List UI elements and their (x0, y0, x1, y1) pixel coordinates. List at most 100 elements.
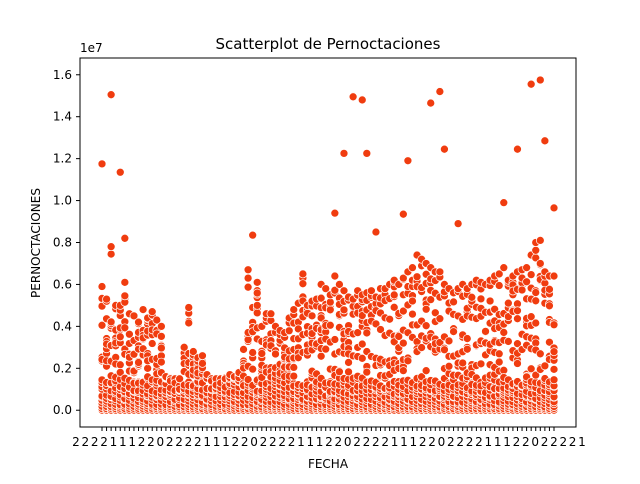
x-tick-label: 2 (82, 435, 90, 449)
data-point (284, 326, 294, 336)
data-point (357, 95, 367, 105)
y-tick-label: 1.4 (53, 110, 72, 124)
data-point (421, 304, 431, 314)
data-point (444, 336, 454, 346)
data-point (120, 233, 130, 243)
data-point (353, 328, 363, 337)
y-tick-label: 0.2 (53, 361, 72, 375)
x-tick-label: 0 (250, 435, 258, 449)
data-point (494, 357, 504, 367)
x-tick-label: 2 (335, 435, 343, 449)
data-point (549, 203, 559, 213)
data-point (531, 245, 541, 255)
data-point (157, 322, 166, 331)
data-point (398, 306, 408, 316)
x-tick-label: 1 (391, 435, 399, 449)
x-tick-label: 2 (166, 435, 174, 449)
data-point (513, 339, 522, 348)
data-point (367, 286, 376, 296)
data-point (403, 156, 413, 166)
data-point (298, 279, 308, 289)
data-point (248, 364, 258, 374)
data-point (252, 308, 262, 318)
data-point (476, 359, 486, 369)
data-point (106, 249, 116, 259)
data-point (549, 375, 559, 385)
x-tick-label: 2 (381, 435, 389, 449)
x-tick-label: 1 (110, 435, 118, 449)
data-point (435, 314, 445, 324)
x-tick-label: 2 (325, 435, 333, 449)
data-point (325, 297, 335, 307)
x-tick-label: 2 (72, 435, 80, 449)
data-point (357, 311, 367, 320)
data-point (143, 364, 153, 373)
data-point (522, 277, 531, 287)
data-point (252, 288, 262, 298)
x-tick-label: 2 (194, 435, 202, 449)
data-point (239, 345, 248, 354)
data-point (266, 309, 276, 319)
data-point (330, 335, 340, 344)
x-tick-label: 2 (447, 435, 455, 449)
data-point (157, 332, 166, 341)
data-point (152, 315, 162, 325)
y-offset-label: 1e7 (80, 41, 103, 55)
data-point (106, 317, 116, 327)
data-point (485, 296, 495, 306)
data-point (385, 314, 394, 324)
y-tick-label: 0.8 (53, 236, 72, 250)
data-point (389, 290, 399, 300)
data-point (526, 270, 536, 279)
data-point (526, 79, 536, 89)
data-point (408, 309, 417, 319)
data-point (120, 277, 130, 287)
data-point (513, 306, 522, 316)
data-point (435, 338, 445, 347)
x-tick-label: 2 (559, 435, 567, 449)
data-point (494, 281, 504, 290)
x-tick-label: 2 (550, 435, 558, 449)
x-tick-label: 2 (541, 435, 549, 449)
data-point (408, 263, 417, 273)
data-point (526, 364, 536, 374)
data-point (503, 337, 513, 346)
data-point (426, 295, 436, 304)
data-point (147, 339, 157, 348)
data-point (325, 305, 335, 315)
data-point (362, 367, 372, 377)
data-point (426, 98, 436, 108)
x-tick-label: 2 (100, 435, 108, 449)
x-tick-label: 0 (344, 435, 352, 449)
data-point (335, 280, 344, 289)
y-axis-label: PERNOCTACIONES (29, 188, 43, 298)
data-point (513, 314, 522, 324)
data-point (115, 368, 125, 377)
x-tick-label: 2 (260, 435, 268, 449)
data-point (440, 144, 449, 154)
data-point (252, 301, 262, 310)
data-point (120, 291, 130, 301)
data-point (398, 338, 408, 348)
data-point (321, 284, 331, 293)
x-tick-label: 1 (503, 435, 511, 449)
x-tick-label: 2 (513, 435, 521, 449)
data-point (421, 366, 431, 376)
data-point (243, 273, 253, 283)
data-point (344, 358, 353, 367)
data-point (330, 208, 340, 218)
data-point (376, 325, 385, 334)
data-point (398, 366, 408, 375)
data-point (430, 308, 440, 318)
data-point (467, 292, 477, 302)
data-point (476, 294, 486, 304)
data-point (339, 305, 349, 315)
x-tick-label: 2 (353, 435, 361, 449)
data-point (549, 347, 559, 357)
data-point (549, 271, 559, 281)
data-point (97, 320, 107, 330)
points-layer (97, 75, 559, 415)
data-point (540, 361, 550, 371)
data-point (526, 312, 536, 322)
